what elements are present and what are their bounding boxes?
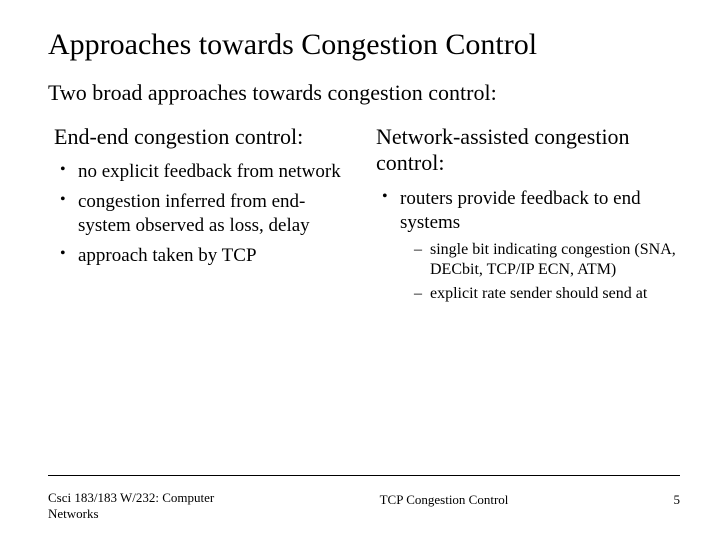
right-column: Network-assisted congestion control: rou…: [370, 124, 680, 310]
sub-item: explicit rate sender should send at: [412, 284, 680, 304]
list-item: routers provide feedback to end systems …: [378, 187, 680, 305]
left-column: End-end congestion control: no explicit …: [48, 124, 358, 310]
content-columns: End-end congestion control: no explicit …: [48, 124, 680, 310]
slide-title: Approaches towards Congestion Control: [48, 28, 680, 62]
page-number: 5: [640, 490, 680, 508]
list-item: congestion inferred from end-system obse…: [56, 190, 358, 238]
sub-item: single bit indicating congestion (SNA, D…: [412, 240, 680, 280]
list-item: no explicit feedback from network: [56, 160, 358, 184]
left-heading: End-end congestion control:: [48, 124, 358, 150]
right-heading: Network-assisted congestion control:: [370, 124, 680, 177]
footer-divider: [48, 475, 680, 476]
slide: Approaches towards Congestion Control Tw…: [0, 0, 720, 540]
slide-subtitle: Two broad approaches towards congestion …: [48, 80, 680, 106]
right-bullets: routers provide feedback to end systems …: [370, 187, 680, 305]
footer-left: Csci 183/183 W/232: Computer Networks: [48, 490, 248, 523]
bullet-text: routers provide feedback to end systems: [400, 188, 641, 233]
footer: Csci 183/183 W/232: Computer Networks TC…: [48, 490, 680, 523]
footer-center: TCP Congestion Control: [248, 490, 640, 508]
left-bullets: no explicit feedback from network conges…: [48, 160, 358, 267]
list-item: approach taken by TCP: [56, 244, 358, 268]
sub-bullets: single bit indicating congestion (SNA, D…: [400, 240, 680, 304]
